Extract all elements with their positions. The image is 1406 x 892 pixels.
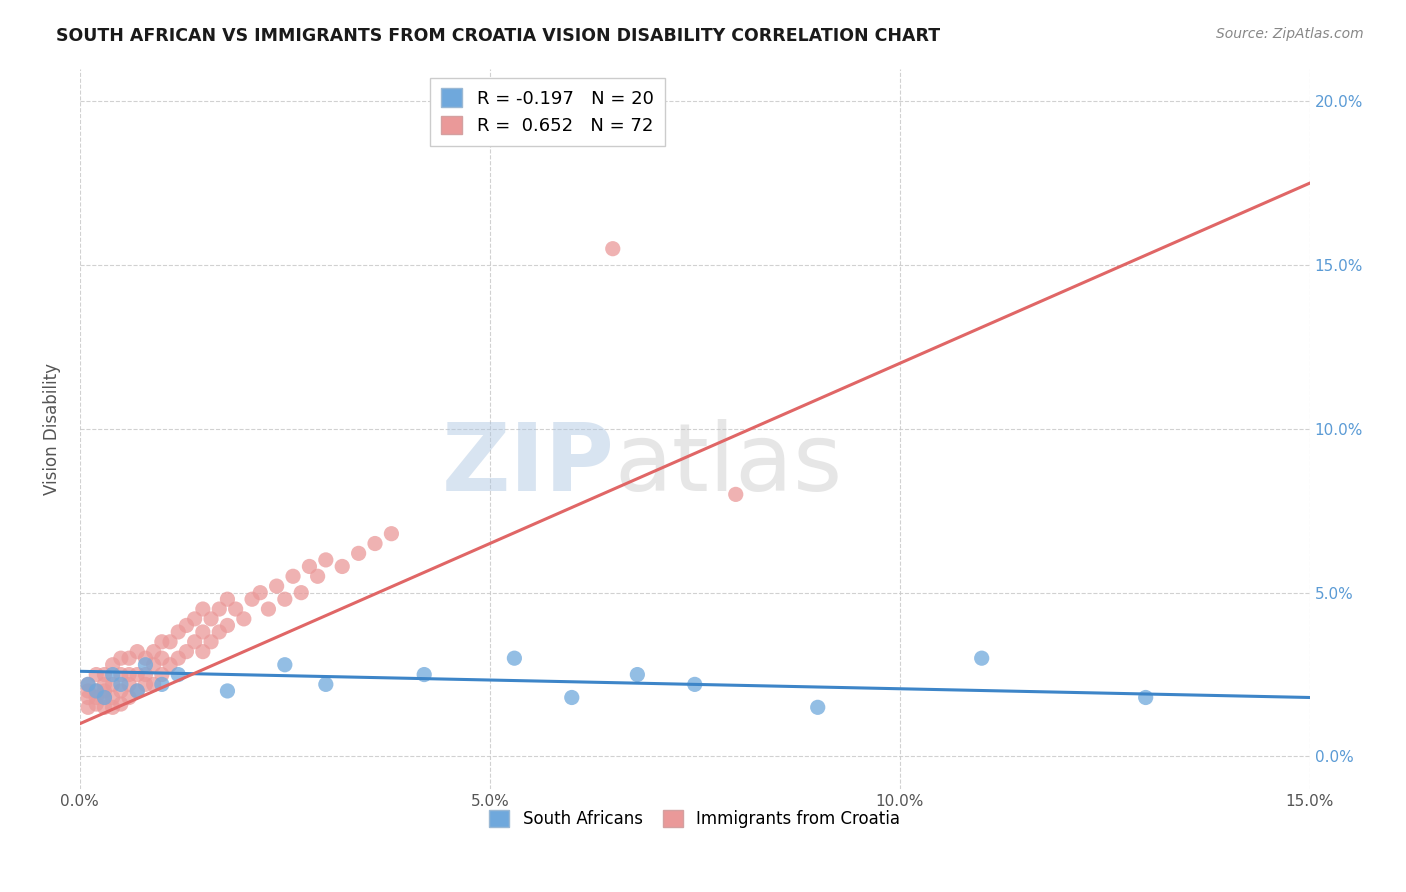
Y-axis label: Vision Disability: Vision Disability <box>44 363 60 495</box>
Point <box>217 592 239 607</box>
Point <box>274 657 297 672</box>
Point <box>134 657 156 672</box>
Point <box>118 690 141 705</box>
Point <box>93 690 115 705</box>
Point <box>176 645 198 659</box>
Point <box>84 667 107 681</box>
Point <box>150 651 173 665</box>
Point <box>93 700 115 714</box>
Point <box>77 677 100 691</box>
Point <box>118 651 141 665</box>
Point <box>298 559 321 574</box>
Point <box>167 624 190 639</box>
Point <box>364 536 387 550</box>
Point <box>142 677 165 691</box>
Point <box>93 690 115 705</box>
Point <box>266 579 288 593</box>
Point <box>217 684 239 698</box>
Point <box>167 667 190 681</box>
Point <box>150 667 173 681</box>
Point <box>347 546 370 560</box>
Point <box>200 612 222 626</box>
Point <box>208 602 231 616</box>
Point <box>249 585 271 599</box>
Point <box>101 677 124 691</box>
Point <box>127 684 149 698</box>
Point <box>134 651 156 665</box>
Point <box>101 700 124 714</box>
Point <box>290 585 312 599</box>
Point <box>77 684 100 698</box>
Point <box>150 635 173 649</box>
Point <box>330 559 353 574</box>
Point <box>257 602 280 616</box>
Text: Source: ZipAtlas.com: Source: ZipAtlas.com <box>1216 27 1364 41</box>
Point <box>191 645 214 659</box>
Point <box>118 677 141 691</box>
Point <box>110 697 132 711</box>
Point <box>176 618 198 632</box>
Point <box>683 677 706 691</box>
Point <box>77 677 100 691</box>
Point <box>84 684 107 698</box>
Point <box>127 667 149 681</box>
Point <box>77 690 100 705</box>
Point <box>191 624 214 639</box>
Point <box>970 651 993 665</box>
Text: SOUTH AFRICAN VS IMMIGRANTS FROM CROATIA VISION DISABILITY CORRELATION CHART: SOUTH AFRICAN VS IMMIGRANTS FROM CROATIA… <box>56 27 941 45</box>
Point <box>232 612 254 626</box>
Point <box>208 624 231 639</box>
Point <box>84 684 107 698</box>
Point <box>225 602 247 616</box>
Point <box>183 612 205 626</box>
Point <box>134 677 156 691</box>
Point <box>142 645 165 659</box>
Point <box>807 700 830 714</box>
Point <box>110 684 132 698</box>
Point <box>93 677 115 691</box>
Point <box>84 697 107 711</box>
Point <box>150 677 173 691</box>
Point <box>315 677 337 691</box>
Point <box>93 684 115 698</box>
Point <box>101 690 124 705</box>
Point <box>281 569 304 583</box>
Point <box>183 635 205 649</box>
Point <box>110 667 132 681</box>
Point <box>84 690 107 705</box>
Point <box>191 602 214 616</box>
Text: ZIP: ZIP <box>441 419 614 511</box>
Point <box>93 667 115 681</box>
Point <box>127 684 149 698</box>
Point <box>159 635 181 649</box>
Text: atlas: atlas <box>614 419 844 511</box>
Point <box>413 667 436 681</box>
Point <box>101 667 124 681</box>
Point <box>626 667 648 681</box>
Point <box>561 690 583 705</box>
Point <box>503 651 526 665</box>
Point <box>110 651 132 665</box>
Point <box>602 242 624 256</box>
Point <box>724 487 747 501</box>
Point <box>217 618 239 632</box>
Point <box>142 657 165 672</box>
Point <box>274 592 297 607</box>
Point <box>110 677 132 691</box>
Point <box>380 526 402 541</box>
Point <box>200 635 222 649</box>
Point <box>134 667 156 681</box>
Point <box>307 569 329 583</box>
Point <box>77 700 100 714</box>
Point <box>101 657 124 672</box>
Point <box>315 553 337 567</box>
Point <box>1135 690 1157 705</box>
Point <box>240 592 263 607</box>
Point <box>118 667 141 681</box>
Point <box>159 657 181 672</box>
Legend: South Africans, Immigrants from Croatia: South Africans, Immigrants from Croatia <box>482 804 907 835</box>
Point <box>167 651 190 665</box>
Point <box>127 645 149 659</box>
